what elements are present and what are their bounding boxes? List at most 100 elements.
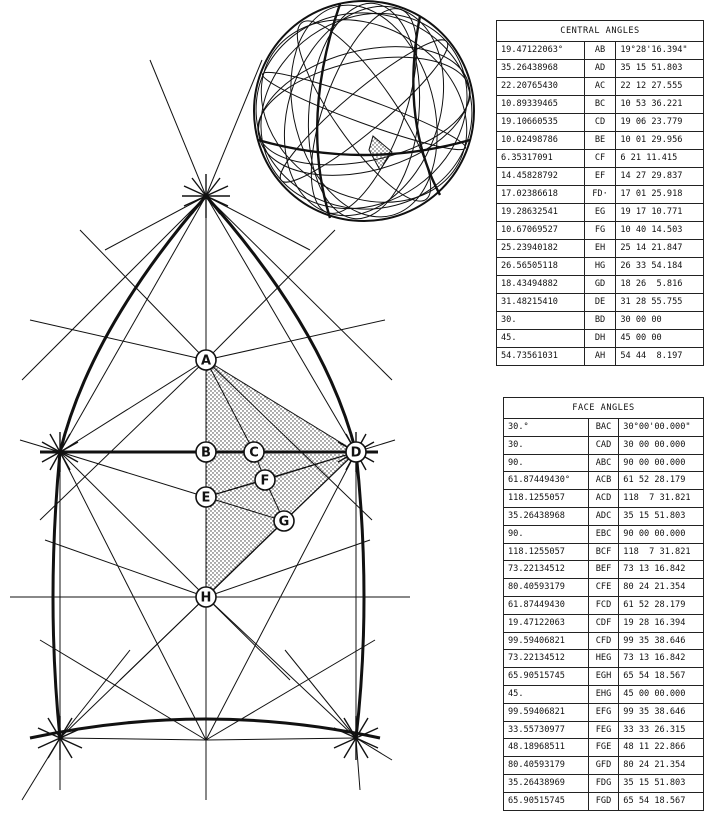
cell-pair: AB [583, 41, 617, 60]
cell-pair: DE [583, 293, 617, 312]
cell-dms: 118 7 31.821 [618, 542, 704, 562]
table-row: 10.67069527 FG 10 40 14.503 [496, 221, 704, 240]
cell-decimal: 61.87449430 [503, 595, 589, 615]
table-row: 33.55730977 FEG 33 33 26.315 [503, 720, 704, 740]
cell-decimal: 10.02498786 [496, 131, 585, 150]
cell-decimal: 45. [496, 329, 585, 348]
cell-triple: FGE [587, 738, 620, 758]
cell-triple: GFD [587, 756, 620, 775]
cell-decimal: 99.59406821 [503, 702, 589, 722]
geodesic-net: A B C D E F G [10, 59, 410, 801]
cell-pair: BE [583, 131, 617, 150]
cell-pair: AC [583, 77, 617, 96]
cell-decimal: 35.26438969 [503, 773, 589, 793]
cell-decimal: 19.47122063° [496, 41, 585, 60]
cell-decimal: 31.48215410 [496, 293, 585, 312]
cell-dms: 35 15 51.803 [618, 506, 704, 526]
cell-decimal: 35.26438968 [496, 59, 585, 78]
cell-dms: 80 24 21.354 [618, 756, 704, 775]
cell-dms: 33 33 26.315 [618, 720, 704, 740]
cell-dms: 17 01 25.918 [615, 185, 704, 204]
table-row: 22.20765430 AC 22 12 27.555 [496, 77, 704, 96]
table-row: 30.° BAC 30°00'00.000" [503, 418, 704, 437]
cell-dms: 30 00 00.000 [618, 435, 704, 455]
cell-dms: 61 52 28.179 [618, 595, 704, 615]
cell-pair: GD [583, 275, 617, 294]
point-g-label: G [279, 515, 290, 530]
cell-dms: 90 00 00.000 [618, 453, 704, 473]
cell-dms: 99 35 38.646 [618, 631, 704, 651]
point-h: H [195, 586, 217, 608]
cell-dms: 35 15 51.803 [618, 773, 704, 793]
cell-dms: 80 24 21.354 [618, 578, 704, 597]
cell-dms: 6 21 11.415 [615, 149, 704, 168]
table-row: 54.73561031 AH 54 44 8.197 [496, 347, 704, 366]
table-row: 99.59406821 EFG 99 35 38.646 [503, 702, 704, 722]
point-e: E [195, 486, 217, 508]
face-angles-body: 30.° BAC 30°00'00.000" 30. CAD 30 00 00.000 90… [503, 418, 704, 811]
cell-decimal: 90. [503, 453, 589, 473]
cell-decimal: 35.26438968 [503, 506, 589, 526]
cell-triple: HEG [587, 649, 620, 669]
cell-triple: BCF [587, 542, 620, 562]
cell-dms: 35 15 51.803 [615, 59, 704, 78]
table-row: 48.18968511 FGE 48 11 22.866 [503, 738, 704, 758]
cell-triple: FCD [587, 595, 620, 615]
table-row: 80.40593179 GFD 80 24 21.354 [503, 756, 704, 775]
cell-pair: HG [583, 257, 617, 276]
cell-triple: ADC [587, 506, 620, 526]
cell-decimal: 45. [503, 684, 589, 704]
table-row: 19.47122063 CDF 19 28 16.394 [503, 613, 704, 633]
cell-decimal: 73.22134512 [503, 649, 589, 669]
cell-triple: ACD [587, 489, 620, 508]
point-c-label: C [249, 446, 259, 461]
table-row: 30. CAD 30 00 00.000 [503, 435, 704, 455]
point-h-label: H [201, 591, 212, 606]
cell-pair: BC [583, 95, 617, 114]
cell-dms: 19 17 10.771 [615, 203, 704, 222]
cell-dms: 26 33 54.184 [615, 257, 704, 276]
cell-triple: EBC [587, 524, 620, 544]
table-row: 6.35317091 CF 6 21 11.415 [496, 149, 704, 168]
cell-triple: CDF [587, 613, 620, 633]
cell-pair: AD [583, 59, 617, 78]
table-row: 35.26438969 FDG 35 15 51.803 [503, 773, 704, 793]
point-c: C [243, 441, 265, 463]
cell-decimal: 14.45828792 [496, 167, 585, 186]
cell-pair: BD [583, 311, 617, 330]
cell-decimal: 99.59406821 [503, 631, 589, 651]
cell-decimal: 118.1255057 [503, 542, 589, 562]
cell-triple: ABC [587, 453, 620, 473]
cell-dms: 54 44 8.197 [615, 347, 704, 366]
cell-dms: 73 13 16.842 [618, 560, 704, 580]
cell-pair: AH [583, 347, 617, 366]
cell-triple: EGH [587, 667, 620, 686]
cell-decimal: 65.90515745 [503, 667, 589, 686]
cell-pair: EF [583, 167, 617, 186]
cell-triple: BAC [587, 418, 620, 437]
cell-decimal: 73.22134512 [503, 560, 589, 580]
table-row: 61.87449430 FCD 61 52 28.179 [503, 595, 704, 615]
cell-dms: 48 11 22.866 [618, 738, 704, 758]
cell-triple: FGD [587, 791, 620, 811]
table-row: 118.1255057 ACD 118 7 31.821 [503, 489, 704, 508]
table-row: 118.1255057 BCF 118 7 31.821 [503, 542, 704, 562]
cell-decimal: 22.20765430 [496, 77, 585, 96]
central-angles-body: 19.47122063° AB 19°28'16.394" 35.26438968 AD… [496, 41, 704, 366]
cell-dms: 45 00 00.000 [618, 684, 704, 704]
cell-pair: EH [583, 239, 617, 258]
cell-decimal: 30. [496, 311, 585, 330]
cell-decimal: 6.35317091 [496, 149, 585, 168]
cell-decimal: 19.47122063 [503, 613, 589, 633]
cell-decimal: 17.02386618 [496, 185, 585, 204]
table-row: 25.23940182 EH 25 14 21.847 [496, 239, 704, 258]
table-row: 31.48215410 DE 31 28 55.755 [496, 293, 704, 312]
cell-pair: FG [583, 221, 617, 240]
cell-pair: DH [583, 329, 617, 348]
table-row: 19.10660535 CD 19 06 23.779 [496, 113, 704, 132]
cell-triple: CFD [587, 631, 620, 651]
cell-dms: 118 7 31.821 [618, 489, 704, 508]
sphere [253, 0, 475, 222]
point-d-label: D [351, 446, 362, 461]
cell-pair: FD· [583, 185, 617, 204]
